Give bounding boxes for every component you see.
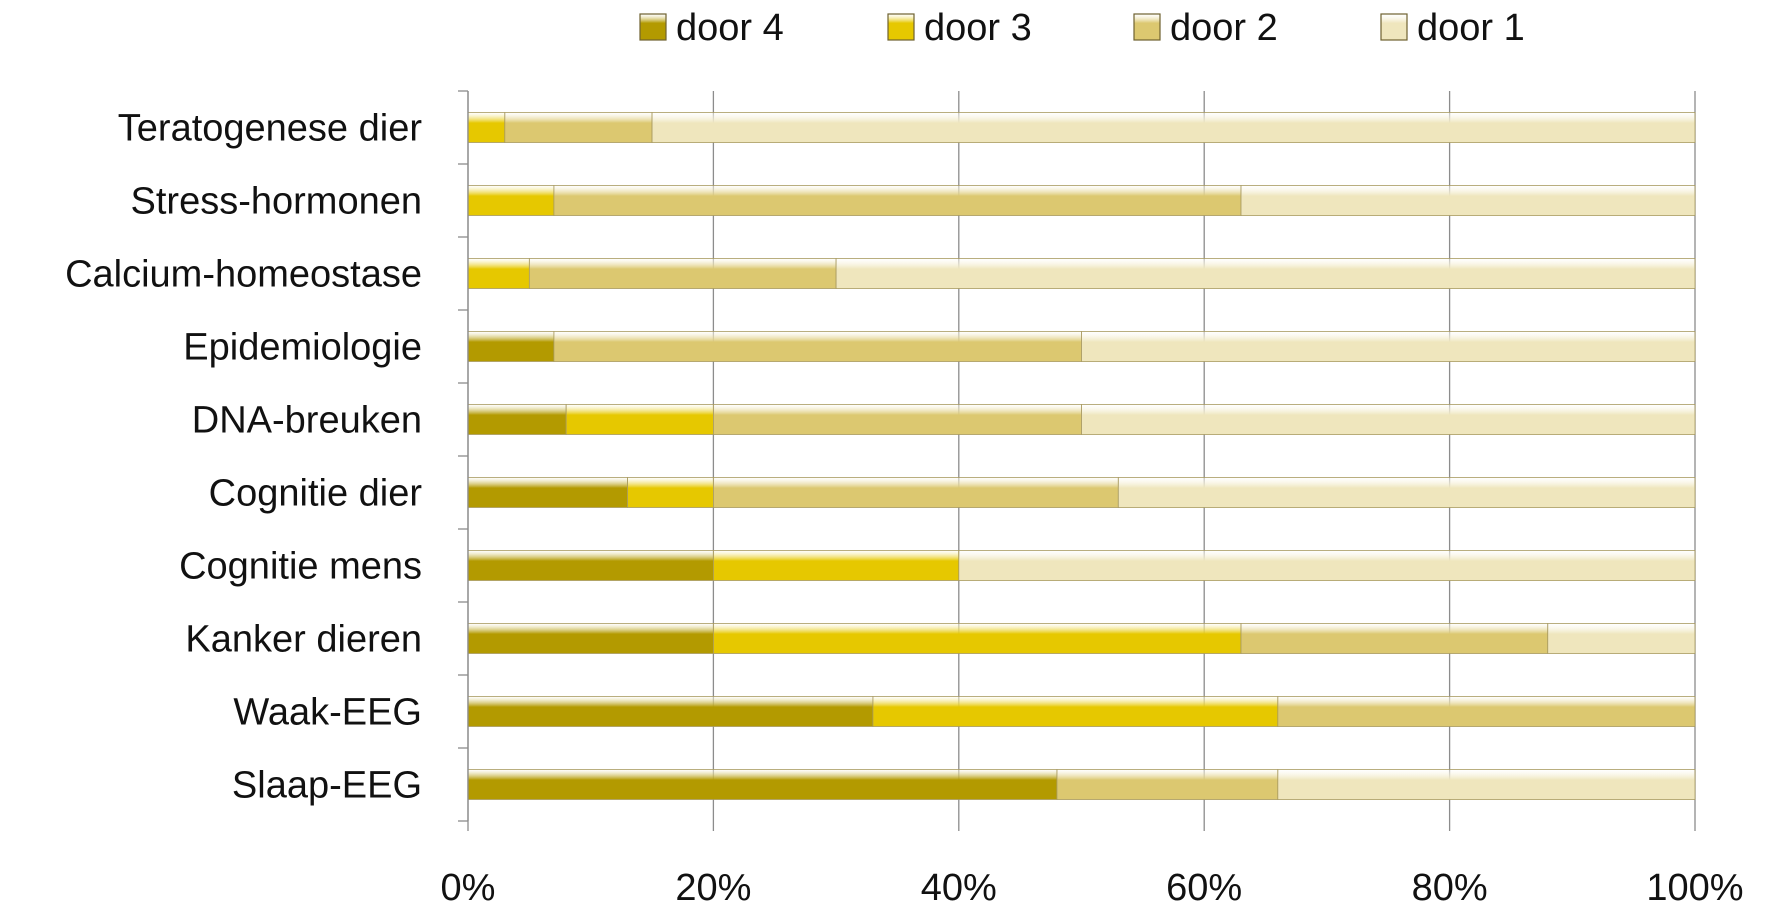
- category-label-stress-hormonen: Stress-hormonen: [131, 181, 422, 223]
- bar-calcium-homeostase-door-2: [528, 258, 837, 289]
- bar-dna-breuken-door-4: [467, 404, 567, 435]
- legend-swatch-door-2: [1133, 13, 1161, 41]
- bar-waak-eeg-door-4: [467, 696, 874, 727]
- bar-epidemiologie-door-1: [1081, 331, 1696, 362]
- bar-dna-breuken-door-3: [565, 404, 714, 435]
- x-tick-label: 80%: [1412, 867, 1488, 909]
- bar-dna-breuken-door-1: [1081, 404, 1696, 435]
- bar-cognitie-dier-door-1: [1117, 477, 1696, 508]
- bar-slaap-eeg-door-1: [1277, 769, 1696, 800]
- legend: door 4 door 3 door 2 door 1: [639, 7, 1525, 49]
- bar-stress-hormonen-door-3: [467, 185, 555, 216]
- category-label-dna-breuken: DNA-breuken: [192, 400, 422, 442]
- legend-swatch-door-1: [1380, 13, 1408, 41]
- category-label-calcium-homeostase: Calcium-homeostase: [65, 254, 422, 296]
- legend-swatch-door-4: [639, 13, 667, 41]
- bar-kanker-dieren-door-4: [467, 623, 714, 654]
- legend-label-door-4: door 4: [676, 7, 784, 49]
- bar-cognitie-mens-door-4: [467, 550, 714, 581]
- bar-slaap-eeg-door-4: [467, 769, 1058, 800]
- category-label-cognitie-mens: Cognitie mens: [179, 546, 422, 588]
- bar-dna-breuken-door-2: [713, 404, 1082, 435]
- bar-waak-eeg-door-3: [872, 696, 1279, 727]
- bar-cognitie-mens-door-1: [958, 550, 1696, 581]
- legend-label-door-2: door 2: [1170, 7, 1278, 49]
- category-label-waak-eeg: Waak-EEG: [233, 692, 422, 734]
- bar-kanker-dieren-door-1: [1547, 623, 1696, 654]
- bar-slaap-eeg-door-2: [1056, 769, 1279, 800]
- bar-stress-hormonen-door-1: [1240, 185, 1696, 216]
- legend-swatch-door-3: [887, 13, 915, 41]
- bar-epidemiologie-door-2: [553, 331, 1082, 362]
- legend-label-door-1: door 1: [1417, 7, 1525, 49]
- x-tick-label: 20%: [675, 867, 751, 909]
- x-tick-label: 100%: [1646, 867, 1743, 909]
- category-label-teratogenese-dier: Teratogenese dier: [118, 108, 423, 150]
- category-label-kanker-dieren: Kanker dieren: [185, 619, 422, 661]
- bar-teratogenese-dier-door-1: [651, 112, 1696, 143]
- bar-cognitie-dier-door-4: [467, 477, 628, 508]
- bar-kanker-dieren-door-2: [1240, 623, 1549, 654]
- legend-label-door-3: door 3: [924, 7, 1032, 49]
- bar-cognitie-dier-door-2: [713, 477, 1119, 508]
- bars-layer: [467, 112, 1696, 800]
- bar-teratogenese-dier-door-3: [467, 112, 506, 143]
- category-label-slaap-eeg: Slaap-EEG: [232, 765, 422, 807]
- axis-layer: 0% 20% 40% 60% 80% 100% Teratogenese dier Stres…: [65, 90, 1744, 909]
- bar-calcium-homeostase-door-1: [835, 258, 1696, 289]
- bar-kanker-dieren-door-3: [713, 623, 1242, 654]
- x-tick-label: 0%: [441, 867, 496, 909]
- bar-calcium-homeostase-door-3: [467, 258, 530, 289]
- bar-waak-eeg-door-2: [1277, 696, 1696, 727]
- x-tick-label: 40%: [921, 867, 997, 909]
- bar-stress-hormonen-door-2: [553, 185, 1242, 216]
- bar-cognitie-mens-door-3: [713, 550, 960, 581]
- bar-epidemiologie-door-4: [467, 331, 555, 362]
- bar-cognitie-dier-door-3: [627, 477, 714, 508]
- category-label-epidemiologie: Epidemiologie: [183, 327, 422, 369]
- x-tick-label: 60%: [1166, 867, 1242, 909]
- category-label-cognitie-dier: Cognitie dier: [209, 473, 423, 515]
- bar-teratogenese-dier-door-2: [504, 112, 653, 143]
